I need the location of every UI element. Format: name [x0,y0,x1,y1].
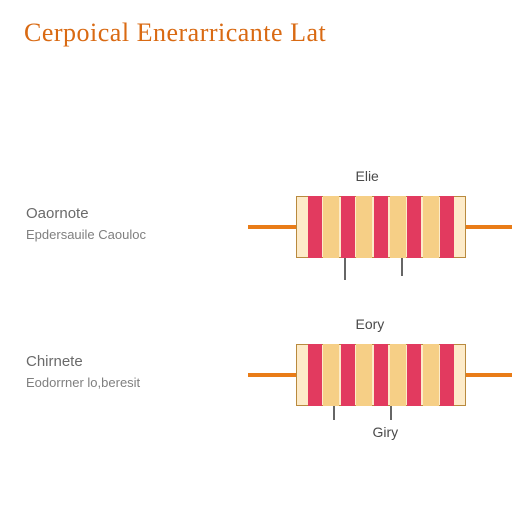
row-label-line1: Chirnete [26,352,140,372]
row-label-line2: Epdersauile Caouloc [26,226,146,244]
resistor-component [296,196,466,258]
resistor-band-gap [323,196,339,258]
resistor-lead-left [248,225,296,229]
component-tag-bottom: Giry [373,424,399,440]
resistor-bands [306,344,456,406]
callout-tick [390,406,392,420]
callout-tick [344,258,346,280]
row-label: Oaornote Epdersauile Caouloc [26,204,146,244]
resistor-band [407,344,421,406]
callout-tick [333,406,335,420]
resistor-lead-left [248,373,296,377]
resistor-band-gap [390,196,406,258]
resistor-band-gap [356,196,372,258]
resistor-band [440,196,454,258]
resistor-band-gap [323,344,339,406]
page-title: Cerpoical Enerarricante Lat [24,18,326,48]
resistor-band-gap [390,344,406,406]
component-tag-top: Elie [356,168,379,184]
resistor-band-gap [423,344,439,406]
resistor-band [308,196,322,258]
resistor-band [374,196,388,258]
row-label-line1: Oaornote [26,204,146,224]
row-label: Chirnete Eodorrner lo,beresit [26,352,140,392]
resistor-band [374,344,388,406]
resistor-band-gap [356,344,372,406]
resistor-lead-right [466,225,512,229]
resistor-band [308,344,322,406]
resistor-band [440,344,454,406]
resistor-band-gap [423,196,439,258]
callout-tick [401,258,403,276]
resistor-band [341,196,355,258]
resistor-bands [306,196,456,258]
row-label-line2: Eodorrner lo,beresit [26,374,140,392]
resistor-band [407,196,421,258]
resistor-band [341,344,355,406]
component-tag-top: Eory [356,316,385,332]
resistor-component [296,344,466,406]
resistor-lead-right [466,373,512,377]
